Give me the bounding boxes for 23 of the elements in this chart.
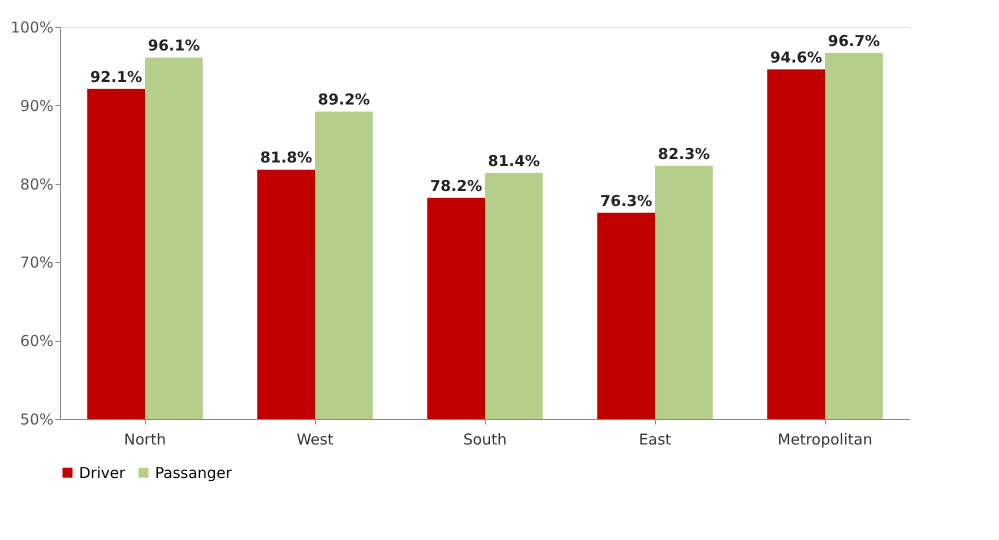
x-tick-label: South [463, 430, 507, 448]
data-label: 82.3% [658, 144, 710, 163]
data-label: 76.3% [600, 192, 652, 210]
y-tick-label: 80% [20, 175, 54, 194]
data-label: 96.7% [828, 32, 880, 50]
legend-label: Driver [79, 464, 126, 482]
data-label: 78.2% [430, 176, 482, 195]
y-tick-label: 60% [20, 332, 54, 350]
x-tick-label: East [638, 430, 672, 448]
data-label: 92.1% [90, 68, 142, 86]
data-label: 81.8% [260, 148, 312, 167]
x-tick-label: Metropolitan [778, 430, 872, 448]
y-tick-label: 70% [20, 254, 54, 272]
x-tick-label: West [296, 430, 334, 448]
data-label: 89.2% [318, 90, 370, 109]
y-tick-label: 100% [10, 18, 54, 36]
legend-label: Passanger [155, 464, 233, 482]
data-label: 81.4% [488, 152, 540, 170]
data-label: 94.6% [770, 48, 822, 66]
y-tick-label: 50% [20, 410, 54, 428]
x-tick-label: North [124, 430, 166, 448]
y-tick-label: 90% [20, 96, 54, 115]
data-label: 96.1% [148, 36, 200, 55]
